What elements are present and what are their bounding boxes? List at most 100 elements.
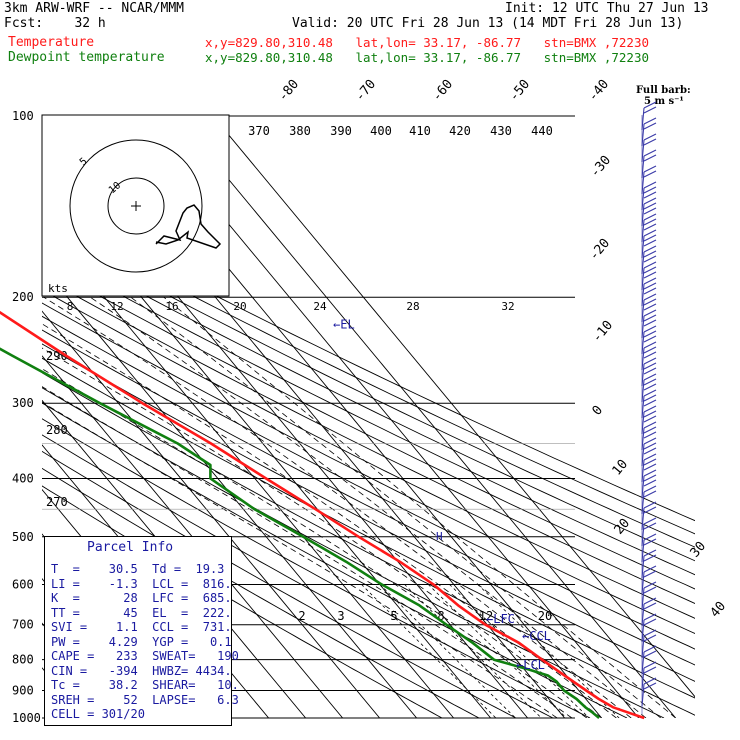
wind-barb — [641, 107, 645, 131]
theta-label: 270 — [46, 495, 68, 509]
wind-barb-flag — [643, 458, 657, 466]
wind-barb-flag — [643, 415, 657, 423]
wind-barb — [641, 475, 645, 499]
wind-barb-flag — [643, 394, 657, 402]
wind-barb-flag — [643, 613, 657, 621]
wind-barb-flag — [643, 421, 657, 429]
wind-barb-flag — [643, 485, 657, 493]
wind-barb-flag — [643, 277, 657, 285]
wind-barb-flag — [643, 490, 657, 498]
wind-barb-flag — [643, 565, 657, 573]
wind-barb-flag — [643, 367, 657, 375]
isotherm-label: -50 — [507, 77, 534, 105]
theta-label: 400 — [370, 124, 392, 138]
wind-barb-flag — [643, 250, 657, 258]
wind-barb-flag — [643, 357, 657, 365]
wind-barb — [641, 619, 645, 643]
dewpoint-profile — [0, 347, 600, 719]
wind-barb — [641, 395, 645, 419]
parcel-info-row: CELL = 301/20 — [51, 707, 145, 721]
wind-barb-flag — [643, 522, 657, 530]
full-barb-label: Full barb: — [636, 85, 691, 96]
wind-barb-flag — [643, 330, 657, 338]
wind-barb-flag — [643, 463, 657, 471]
wind-barb-flag — [643, 298, 657, 306]
pressure-label: 100 — [12, 109, 34, 123]
wind-barb-flag — [643, 602, 657, 610]
wind-barb — [641, 651, 645, 675]
dry-adiabat — [42, 204, 695, 522]
height-marker: H — [436, 530, 443, 543]
isotherm-label: 10 — [610, 457, 632, 479]
dry-adiabat — [42, 227, 695, 548]
wind-barb-flag — [643, 645, 657, 653]
wind-barb-flag — [643, 442, 657, 450]
isotherm-label: -30 — [588, 153, 615, 181]
dewpoint-legend-label: Dewpoint temperature — [8, 50, 165, 65]
wind-barb — [641, 251, 645, 275]
wind-barb — [641, 299, 645, 323]
wind-barb — [641, 267, 645, 291]
wind-barb — [641, 187, 645, 211]
wind-barb-flag — [643, 362, 657, 370]
moist-adiabat — [163, 296, 676, 718]
wind-barb-flag — [643, 474, 657, 482]
dry-adiabat — [42, 276, 695, 604]
wind-barb-flag — [643, 378, 657, 386]
isotherm-label: -60 — [430, 77, 457, 105]
wind-barb — [641, 507, 645, 531]
wind-barb-flag — [643, 581, 657, 589]
wind-barb — [641, 315, 645, 339]
theta-label: 410 — [409, 124, 431, 138]
full-barb-units: 5 m s⁻¹ — [644, 96, 684, 107]
wind-barb-flag — [643, 373, 657, 381]
dry-adiabat — [42, 315, 695, 650]
isotherm — [42, 310, 380, 718]
wind-barb-flag — [643, 325, 657, 333]
wind-barb-flag — [643, 303, 657, 311]
wind-barb — [641, 123, 645, 147]
parcel-level-marker: ←LCL — [516, 658, 545, 672]
wind-barb-flag — [643, 223, 657, 231]
mixing-ratio-label: 8 — [437, 609, 444, 623]
dry-adiabat — [42, 251, 695, 576]
wind-barb-flag — [643, 538, 657, 546]
theta-label: 370 — [248, 124, 270, 138]
wind-barb-flag — [643, 389, 657, 397]
wind-barb — [641, 491, 645, 515]
hodograph-speed-tick: 32 — [501, 300, 514, 313]
wind-barb-flag — [643, 533, 657, 541]
wind-barb — [641, 411, 645, 435]
model-title: 3km ARW-WRF -- NCAR/MMM — [4, 1, 185, 16]
wind-barb-flag — [643, 629, 657, 637]
wind-barb — [641, 155, 645, 179]
dry-adiabat — [42, 289, 695, 619]
isotherm-label: -20 — [587, 236, 614, 264]
wind-barb-flag — [643, 431, 657, 439]
wind-barb — [641, 219, 645, 243]
wind-barb — [641, 235, 645, 259]
forecast-hour: Fcst: 32 h — [4, 16, 106, 31]
wind-barb-flag — [643, 309, 657, 317]
wind-barb-flag — [643, 517, 657, 525]
isotherm-label: -40 — [586, 77, 613, 105]
pressure-label: 300 — [12, 396, 34, 410]
wind-barb-flag — [643, 618, 657, 626]
hodograph-speed-tick: 24 — [313, 300, 327, 313]
dry-adiabat — [42, 343, 695, 682]
wind-barb-flag — [643, 447, 657, 455]
wind-barb-flag — [643, 586, 657, 594]
wind-barb — [641, 667, 645, 691]
wind-barb — [641, 683, 645, 707]
isotherm-label: 20 — [612, 516, 634, 538]
parcel-level-marker: ←LFC — [486, 612, 515, 626]
wind-barb-flag — [643, 634, 657, 642]
wind-barb-flag — [643, 597, 657, 605]
wind-barb-flag — [643, 213, 657, 221]
wind-barb-flag — [643, 650, 657, 658]
theta-label: 380 — [289, 124, 311, 138]
isotherm-label: 0 — [590, 403, 607, 419]
wind-barb-flag — [643, 218, 657, 226]
wind-barb-flag — [643, 661, 657, 669]
hodograph-trace — [155, 204, 222, 249]
